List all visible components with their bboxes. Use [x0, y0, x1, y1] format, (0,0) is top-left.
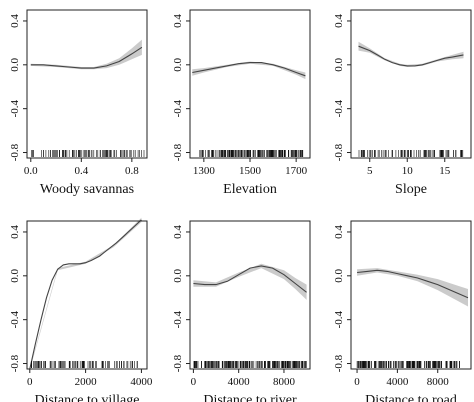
x-tick-label: 0.4	[74, 165, 88, 177]
x-axis-label: Distance to village	[35, 393, 140, 402]
confidence-band	[193, 263, 307, 300]
rug-plot	[193, 361, 307, 368]
x-tick-label: 8000	[427, 376, 450, 388]
panel-elevation: -0.8 -0.4 0.0 0.4 1300 1500 1700 Elevation	[172, 9, 311, 197]
plot-frame	[26, 9, 148, 159]
fitted-curve	[357, 269, 469, 299]
panel-distance-to-river: -0.8 -0.4 0.0 0.4 0 4000 8000 Distance to river	[172, 220, 311, 402]
x-tick-label: 5	[367, 165, 373, 177]
x-tick-label: 4000	[228, 376, 251, 388]
y-tick-label: -0.8	[172, 354, 184, 372]
x-axis-label: Slope	[395, 182, 427, 197]
y-tick-label: -0.4	[172, 310, 184, 328]
confidence-band	[192, 61, 306, 80]
y-tick-label: -0.8	[333, 354, 345, 372]
panel-woody-savannas: -0.8 -0.4 0.0 0.4 0.0 0.4 0.8 Woody savannas	[9, 9, 148, 197]
x-tick-label: 15	[439, 165, 451, 177]
y-tick-label: -0.8	[9, 143, 21, 161]
y-tick-label: -0.4	[9, 99, 21, 117]
y-tick-label: 0.0	[172, 268, 184, 282]
y-tick-label: 0.4	[172, 14, 184, 28]
plot-frame	[350, 9, 472, 159]
y-tick-label: 0.0	[333, 57, 345, 71]
y-tick-label: 0.0	[333, 268, 345, 282]
y-tick-label: 0.0	[9, 57, 21, 71]
y-tick-label: -0.8	[333, 143, 345, 161]
confidence-band	[29, 217, 142, 371]
y-tick-label: 0.4	[9, 14, 21, 28]
rug-plot	[199, 150, 304, 157]
fitted-curve	[193, 265, 307, 293]
x-tick-label: 0	[354, 376, 360, 388]
plot-frame	[26, 220, 148, 370]
x-tick-label: 1300	[193, 165, 216, 177]
x-tick-label: 0	[191, 376, 197, 388]
rug-plot	[31, 150, 145, 157]
confidence-band	[30, 39, 142, 70]
x-tick-label: 1500	[239, 165, 262, 177]
x-tick-label: 2000	[75, 376, 98, 388]
fitted-curve	[358, 45, 464, 67]
x-tick-label: 0.0	[24, 165, 38, 177]
y-tick-label: 0.4	[333, 14, 345, 28]
confidence-band	[358, 41, 464, 67]
x-tick-label: 1700	[285, 165, 308, 177]
y-tick-label: -0.8	[9, 354, 21, 372]
x-tick-label: 4000	[130, 376, 153, 388]
rug-plot	[358, 150, 464, 157]
y-tick-label: -0.4	[333, 310, 345, 328]
panel-distance-to-road: -0.8 -0.4 0.0 0.4 0 4000 8000 Distance to road	[333, 220, 472, 402]
panel-distance-to-village: -0.8 -0.4 0.0 0.4 0 2000 4000 Distance to villa…	[9, 217, 153, 402]
rug-plot	[30, 361, 138, 368]
rug-plot	[356, 361, 461, 368]
y-tick-label: 0.0	[172, 57, 184, 71]
x-tick-label: 0	[27, 376, 33, 388]
y-tick-label: -0.4	[333, 99, 345, 117]
y-tick-label: 0.4	[172, 225, 184, 239]
x-tick-label: 10	[402, 165, 414, 177]
x-axis-label: Distance to river	[203, 393, 297, 402]
y-tick-label: -0.4	[172, 99, 184, 117]
y-tick-label: 0.4	[9, 225, 21, 239]
plot-frame	[189, 220, 311, 370]
x-axis-label: Woody savannas	[40, 182, 134, 197]
fitted-curve	[192, 62, 306, 77]
x-axis-label: Elevation	[223, 182, 277, 197]
fitted-curve	[29, 219, 142, 370]
confidence-band	[357, 268, 468, 307]
y-tick-label: -0.8	[172, 143, 184, 161]
y-tick-label: -0.4	[9, 310, 21, 328]
plot-frame	[350, 220, 472, 370]
x-axis-label: Distance to road	[365, 393, 457, 402]
y-tick-label: 0.0	[9, 268, 21, 282]
y-tick-label: 0.4	[333, 225, 345, 239]
x-tick-label: 4000	[386, 376, 409, 388]
x-tick-label: 0.8	[125, 165, 139, 177]
x-tick-label: 8000	[273, 376, 296, 388]
fitted-curve	[30, 46, 143, 69]
plot-frame	[189, 9, 311, 159]
panel-slope: -0.8 -0.4 0.0 0.4 5 10 15 Slope	[333, 9, 472, 197]
